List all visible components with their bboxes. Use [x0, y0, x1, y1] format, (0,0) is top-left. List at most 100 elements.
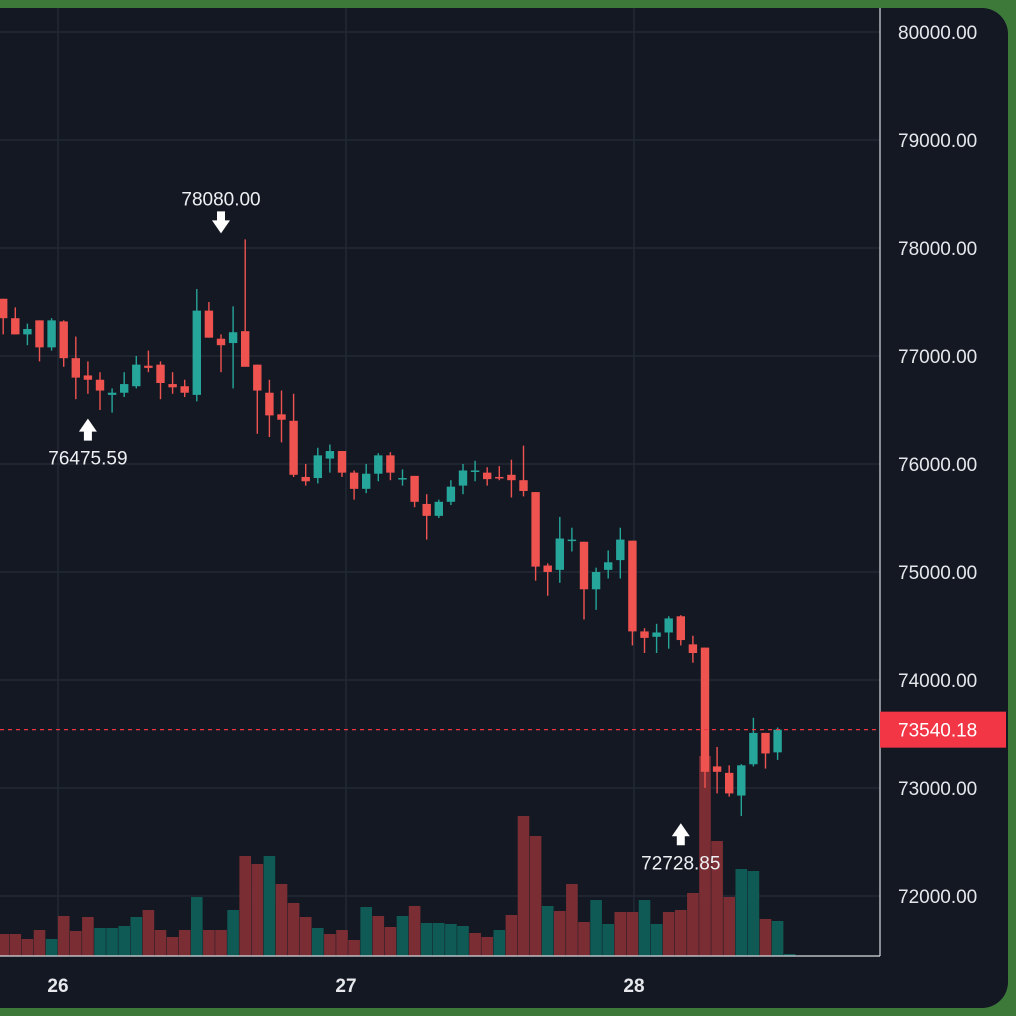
- volume-bar: [312, 928, 324, 956]
- current-price-line: 73540.18: [0, 711, 1006, 748]
- candle-body: [241, 331, 250, 367]
- volume-bar: [554, 911, 566, 956]
- volume-bar: [675, 910, 687, 956]
- candle-body: [83, 375, 93, 380]
- volume-bar: [541, 906, 554, 956]
- candle-body: [543, 565, 552, 572]
- chart-panel: 80000.00 79000.00 78000.00 77000.00 76000.00…: [0, 8, 1008, 1008]
- candle-body: [132, 364, 141, 387]
- arrow-up-icon: [671, 823, 690, 846]
- candle-body: [737, 765, 746, 796]
- candle-body: [604, 562, 613, 570]
- volume-bar: [154, 930, 167, 956]
- candle-body: [180, 386, 189, 393]
- candle: [543, 563, 552, 596]
- candle-body: [628, 540, 637, 632]
- volume-bar: [299, 917, 312, 956]
- candle: [495, 466, 504, 481]
- candle-body: [507, 474, 516, 481]
- candle: [349, 470, 359, 500]
- candle: [253, 364, 262, 434]
- volume-bar: [420, 923, 433, 956]
- candle-body: [422, 503, 431, 516]
- candle-body: [700, 647, 710, 772]
- candle-body: [495, 476, 504, 479]
- volume-bar: [191, 897, 203, 956]
- price-candles: [0, 239, 782, 817]
- y-tick-label: 75000.00: [898, 563, 977, 584]
- volume-bar: [227, 910, 239, 956]
- candle-body: [458, 470, 468, 486]
- candle: [325, 444, 335, 473]
- volume-bar: [687, 893, 699, 956]
- volume-bar: [215, 930, 227, 956]
- volume-bar: [275, 884, 288, 956]
- candle: [386, 452, 395, 481]
- candle-body: [47, 320, 56, 348]
- candle-body: [23, 329, 32, 335]
- candle: [579, 541, 589, 620]
- candle: [555, 516, 564, 583]
- current-price-tag: [880, 711, 1006, 748]
- candle-body: [410, 475, 419, 502]
- candle-body: [325, 451, 335, 459]
- candle-body: [652, 632, 661, 637]
- candle-body: [362, 473, 371, 489]
- candle: [725, 765, 734, 797]
- candle: [507, 459, 516, 498]
- volume-bar: [9, 934, 22, 956]
- candle: [23, 323, 32, 346]
- candle: [446, 480, 456, 506]
- volume-bar: [324, 934, 336, 956]
- candle: [749, 717, 758, 767]
- candle-body: [519, 480, 528, 491]
- y-tick-label: 77000.00: [898, 347, 977, 368]
- candle-body: [301, 476, 310, 482]
- candle-body: [265, 392, 274, 416]
- current-price-label: 73540.18: [898, 721, 977, 742]
- candle-body: [616, 539, 625, 561]
- volume-bar: [70, 931, 82, 956]
- arrow-down-icon: [212, 211, 230, 234]
- volume-bar: [396, 916, 409, 956]
- candle-body: [95, 379, 105, 391]
- x-tick-label: 27: [335, 976, 356, 997]
- candle-body: [168, 384, 177, 388]
- volume-bar: [130, 917, 143, 956]
- candle-body: [35, 320, 44, 348]
- y-tick-label: 76000.00: [898, 455, 977, 476]
- candlestick-chart[interactable]: 80000.00 79000.00 78000.00 77000.00 76000.00…: [0, 8, 1008, 1008]
- candle: [652, 623, 661, 653]
- candle-body: [749, 732, 758, 765]
- volume-bar: [457, 926, 469, 956]
- volume-bar: [783, 954, 796, 956]
- volume-bar: [178, 930, 191, 956]
- volume-bar: [106, 928, 118, 956]
- candle: [313, 447, 322, 484]
- y-tick-label: 78000.00: [898, 239, 977, 260]
- candle: [301, 464, 310, 486]
- volume-bar: [360, 907, 372, 956]
- candle-body: [337, 451, 347, 473]
- candle-body: [531, 492, 540, 567]
- candle: [483, 467, 492, 486]
- candle: [640, 628, 649, 653]
- volume-bar: [287, 903, 300, 956]
- candle: [458, 464, 468, 495]
- low-value-label: 72728.85: [641, 853, 720, 874]
- candle: [107, 388, 117, 413]
- volume-bar: [0, 934, 10, 956]
- candle-body: [228, 332, 238, 344]
- volume-bar: [33, 930, 46, 956]
- candle: [676, 615, 685, 646]
- volume-bar: [723, 897, 735, 956]
- volume-bar: [529, 836, 542, 956]
- candle: [83, 361, 93, 394]
- candle-body: [144, 365, 153, 368]
- candle-body: [107, 392, 117, 395]
- candle: [289, 393, 298, 477]
- y-tick-label: 79000.00: [898, 131, 977, 152]
- volume-bar: [614, 912, 627, 956]
- volume-bar: [578, 922, 590, 956]
- candle-body: [289, 420, 298, 475]
